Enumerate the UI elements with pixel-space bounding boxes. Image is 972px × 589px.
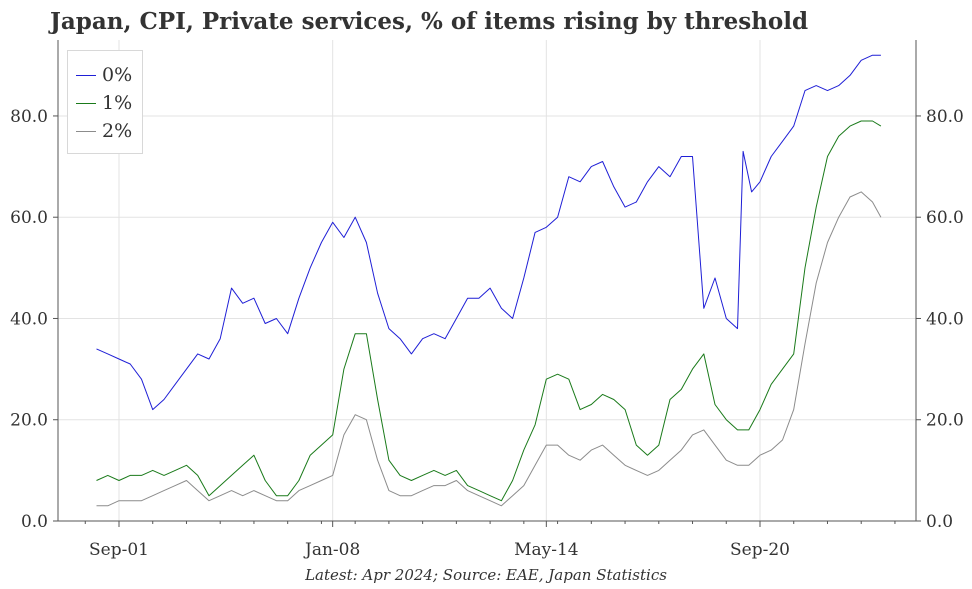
y-tick-label-right: 20.0 xyxy=(926,411,964,431)
legend: 0% 1% 2% xyxy=(67,50,143,154)
legend-label-1: 1% xyxy=(102,92,133,114)
chart-title: Japan, CPI, Private services, % of items… xyxy=(50,8,809,35)
x-tick-label: Sep-01 xyxy=(89,540,149,560)
legend-label-2: 2% xyxy=(102,120,133,142)
x-tick-label: Sep-20 xyxy=(730,540,790,560)
y-tick-label-left: 0.0 xyxy=(21,512,48,532)
y-tick-label-right: 40.0 xyxy=(926,309,964,329)
y-tick-label-left: 80.0 xyxy=(10,107,48,127)
y-tick-label-left: 20.0 xyxy=(10,411,48,431)
legend-swatch-1 xyxy=(76,102,96,104)
series-line-0 xyxy=(96,54,881,411)
y-tick-label-left: 40.0 xyxy=(10,309,48,329)
series-line-1 xyxy=(96,120,882,502)
x-tick-label: May-14 xyxy=(514,540,579,560)
legend-swatch-2 xyxy=(76,130,96,132)
y-tick-label-left: 60.0 xyxy=(10,208,48,228)
series-line-2 xyxy=(96,191,882,507)
y-tick-label-right: 60.0 xyxy=(926,208,964,228)
source-note: Latest: Apr 2024; Source: EAE, Japan Sta… xyxy=(305,566,667,584)
legend-item-2: 2% xyxy=(76,117,132,145)
y-tick-label-right: 0.0 xyxy=(926,512,953,532)
legend-item-1: 1% xyxy=(76,89,132,117)
y-tick-label-right: 80.0 xyxy=(926,107,964,127)
legend-swatch-0 xyxy=(76,74,96,76)
legend-label-0: 0% xyxy=(102,64,133,86)
legend-item-0: 0% xyxy=(76,61,132,89)
x-tick-label: Jan-08 xyxy=(303,540,360,560)
